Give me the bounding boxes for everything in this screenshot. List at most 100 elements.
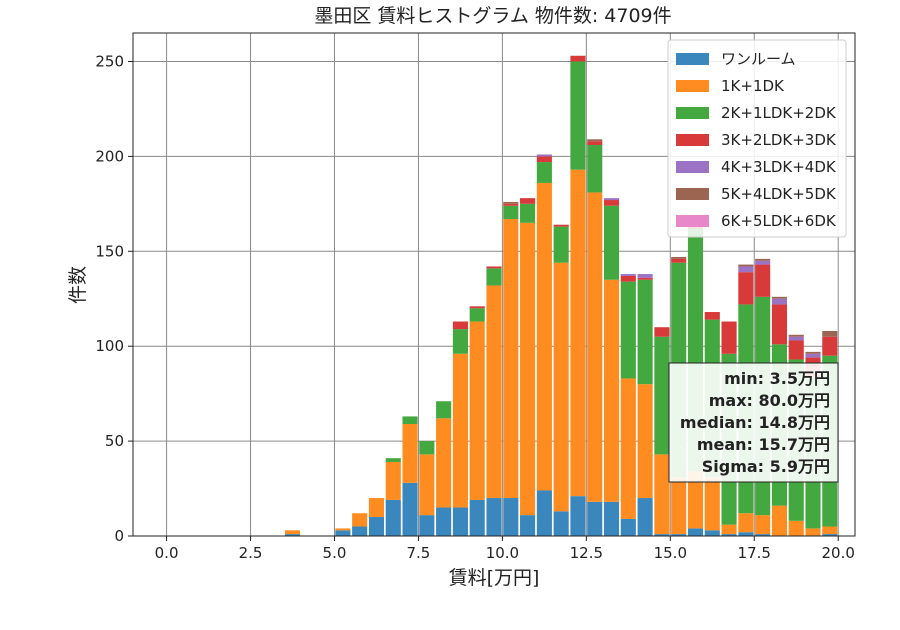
bar-segment	[671, 258, 687, 263]
bar-segment	[755, 260, 771, 265]
bar-segment	[755, 515, 771, 535]
bar-segment	[520, 198, 536, 204]
bar-segment	[570, 55, 586, 62]
bar-segment	[704, 530, 720, 536]
bar-segment	[620, 281, 636, 379]
bar-segment	[486, 266, 502, 269]
bar-segment	[503, 219, 519, 499]
bar-segment	[603, 200, 620, 206]
bar-segment	[452, 329, 468, 354]
bar-segment	[788, 520, 804, 536]
bar-segment	[687, 528, 704, 536]
bar-segment	[402, 482, 418, 536]
legend: ワンルーム 1K+1DK 2K+1LDK+2DK 3K+2LDK+3DK 4K+3LDK…	[667, 39, 847, 238]
bar-segment	[385, 499, 401, 536]
x-tick-label: 5.0	[323, 544, 347, 562]
bar-segment	[419, 441, 435, 455]
stats-max: max: 80.0万円	[709, 391, 830, 410]
x-tick-label: 17.5	[738, 544, 771, 562]
bar-segment	[738, 264, 754, 267]
bar-segment	[654, 534, 670, 536]
legend-swatch	[676, 188, 709, 200]
bar-segment	[486, 498, 502, 536]
bar-segment	[805, 528, 821, 536]
legend-swatch	[676, 53, 709, 65]
bar-segment	[385, 458, 401, 462]
bar-segment	[587, 192, 603, 502]
y-tick-label: 200	[95, 147, 124, 165]
bar-segment	[452, 321, 468, 330]
legend-label: 3K+2LDK+3DK	[721, 131, 837, 149]
legend-label: 6K+5LDK+6DK	[721, 212, 837, 230]
plot-frame	[132, 32, 856, 537]
bar-segment	[654, 336, 670, 455]
bar-segment	[469, 308, 485, 322]
bar-segment	[738, 513, 754, 533]
bar-segment	[503, 201, 519, 204]
bar-segment	[368, 498, 385, 518]
bar-segment	[771, 505, 787, 536]
legend-swatch	[676, 107, 709, 119]
bar-segment	[469, 306, 485, 309]
bar-segment	[587, 139, 603, 142]
bar-segment	[738, 532, 754, 536]
bar-segment	[771, 296, 787, 299]
bar-segment	[721, 534, 737, 536]
bar-segment	[603, 501, 620, 536]
x-tick-label: 2.5	[239, 544, 263, 562]
bar-segment	[536, 154, 552, 157]
bar-segment	[788, 336, 804, 341]
x-tick-label: 7.5	[407, 544, 431, 562]
bar-segment	[654, 327, 670, 337]
bar-segment	[486, 285, 502, 499]
bar-segment	[368, 517, 385, 536]
bar-segment	[788, 334, 804, 337]
bar-segment	[503, 203, 519, 206]
bar-segment	[620, 378, 636, 519]
bar-segment	[553, 511, 569, 536]
bar-segment	[553, 226, 569, 263]
bar-segment	[738, 266, 754, 273]
y-tick-label: 100	[95, 337, 124, 355]
bar-segment	[704, 477, 720, 531]
bar-segment	[654, 454, 670, 535]
bar-segment	[284, 530, 301, 535]
bar-segment	[620, 275, 636, 282]
bar-segment	[587, 144, 603, 193]
bar-segment	[503, 498, 519, 536]
bar-segment	[419, 454, 435, 516]
bar-segment	[587, 141, 603, 145]
bar-segment	[587, 501, 603, 536]
bar-segment	[536, 156, 552, 163]
x-tick-label: 10.0	[486, 544, 519, 562]
bar-segment	[469, 499, 485, 536]
bar-segment	[520, 222, 536, 516]
bar-segment	[469, 321, 485, 500]
legend-label: 2K+1LDK+2DK	[721, 104, 837, 122]
bar-segment	[520, 515, 536, 536]
bar-segment	[536, 182, 552, 491]
stats-mean: mean: 15.7万円	[697, 435, 830, 454]
bar-segment	[503, 205, 519, 220]
bar-segment	[335, 530, 351, 536]
bar-segment	[738, 272, 754, 305]
chart-title: 墨田区 賃料ヒストグラム 物件数: 4709件	[314, 5, 671, 27]
bar-segment	[603, 205, 620, 280]
bar-segment	[822, 534, 838, 536]
bar-segment	[603, 279, 620, 502]
stats-sigma: Sigma: 5.9万円	[702, 457, 830, 476]
legend-box	[667, 39, 847, 238]
bar-segment	[822, 331, 838, 337]
bar-segment	[452, 507, 468, 536]
bar-segment	[385, 461, 401, 500]
axis-ticks: 0.0 2.5 5.0 7.5 10.0 12.5 15.0 17.5 20.0 0 50 100 15…	[95, 52, 855, 562]
bar-segment	[771, 298, 787, 305]
bar-segment	[637, 498, 653, 536]
legend-swatch	[676, 215, 709, 227]
bar-segment	[536, 490, 552, 536]
y-axis-title: 件数	[67, 266, 89, 304]
bar-segment	[352, 526, 368, 536]
x-tick-label: 15.0	[654, 544, 687, 562]
bar-segment	[687, 471, 704, 529]
